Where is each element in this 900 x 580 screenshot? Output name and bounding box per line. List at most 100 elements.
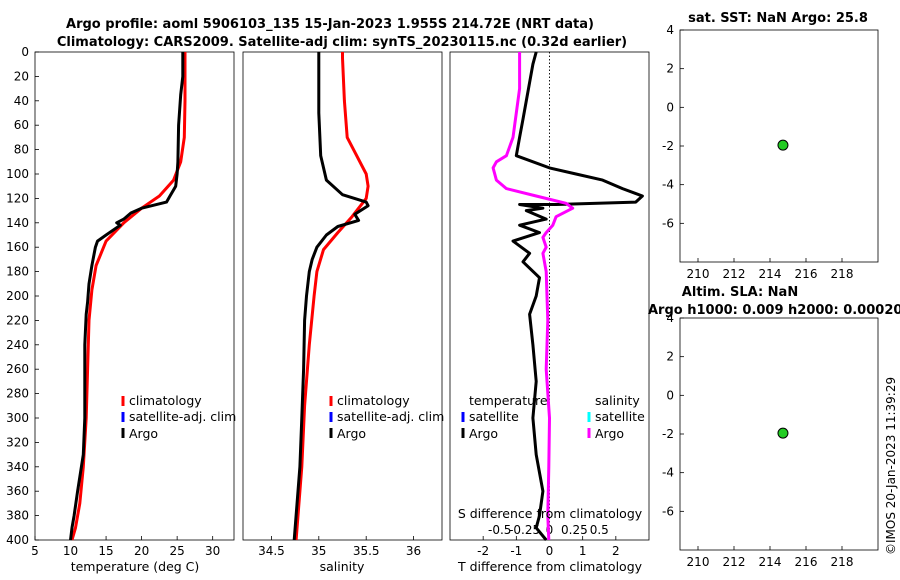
x-tick-label: 210 [687, 555, 710, 569]
sla-panel-title-line2: Argo h1000: 0.009 h2000: 0.00020 [648, 303, 900, 318]
s-diff-tick-label: 0.25 [561, 523, 588, 537]
legend-label-argo: Argo [129, 426, 158, 441]
y-tick-label: 4 [666, 311, 674, 325]
y-tick-label: 340 [6, 460, 29, 474]
s-diff-tick-label: -0.5 [488, 523, 511, 537]
legend-label-sal-argo: Argo [595, 426, 624, 441]
x-tick-label: 216 [795, 555, 818, 569]
series-line-argo [69, 52, 185, 541]
legend-label-argo: Argo [337, 426, 366, 441]
y-tick-label: 120 [6, 191, 29, 205]
y-tick-label: 200 [6, 289, 29, 303]
y-tick-label: 40 [14, 94, 29, 108]
difference-legend: temperature satellite Argo salinity sate… [461, 393, 645, 441]
argo-location-marker [777, 427, 789, 439]
x-tick-label: 20 [134, 544, 149, 558]
s-diff-tick-label: -0.25 [509, 523, 540, 537]
s-diff-tick-label: 0.5 [590, 523, 609, 537]
x-tick-label: 15 [98, 544, 113, 558]
sst-map-panel: 210 212 214 216 218 4 2 0 -2 -4 -6 [662, 23, 853, 281]
temperature-panel-frame [34, 51, 235, 541]
sla-map-panel: 210 212 214 216 218 4 2 0 -2 -4 -6 [662, 311, 853, 569]
s-difference-axis-label: S difference from climatology [458, 506, 643, 521]
x-tick-label: -2 [477, 544, 489, 558]
legend-label-satellite: satellite-adj. clim [337, 409, 444, 424]
salinity-panel-frame [242, 51, 443, 541]
y-tick-label: 220 [6, 313, 29, 327]
y-tick-label: 280 [6, 387, 29, 401]
y-tick-label: 380 [6, 509, 29, 523]
x-tick-label: 216 [795, 267, 818, 281]
difference-panel: -2 -1 0 1 2-0.5-0.25 0 0.25 0.5 [477, 51, 644, 558]
x-tick-label: 5 [31, 544, 39, 558]
y-tick-label: 160 [6, 240, 29, 254]
sst-panel-title: sat. SST: NaN Argo: 25.8 [688, 11, 868, 26]
y-tick-label: 320 [6, 435, 29, 449]
legend-title-temperature: temperature [469, 393, 548, 408]
legend-label-temp-satellite: satellite [469, 409, 519, 424]
x-tick-label: 0 [546, 544, 554, 558]
legend-label-climatology: climatology [337, 393, 410, 408]
temperature-panel: 5 10 15 20 25 3002040608010012014016018020022… [6, 45, 220, 558]
main-title-line1: Argo profile: aoml 5906103_135 15-Jan-20… [66, 17, 594, 32]
y-tick-label: 240 [6, 338, 29, 352]
y-tick-label: -6 [662, 504, 674, 518]
sla-panel-title-line1: Altim. SLA: NaN [682, 285, 798, 300]
x-tick-label: 210 [687, 267, 710, 281]
x-tick-label: 30 [205, 544, 220, 558]
x-tick-label: 34.5 [258, 544, 285, 558]
y-tick-label: 180 [6, 265, 29, 279]
series-line-temperature-argo [511, 51, 644, 541]
legend-label-satellite: satellite-adj. clim [129, 409, 236, 424]
salinity-axis-label: salinity [320, 559, 365, 574]
y-tick-label: 260 [6, 362, 29, 376]
legend-label-climatology: climatology [129, 393, 202, 408]
salinity-legend: climatology satellite-adj. clim Argo [329, 393, 444, 441]
y-tick-label: 400 [6, 533, 29, 547]
legend-title-salinity: salinity [595, 393, 640, 408]
x-tick-label: 35 [311, 544, 326, 558]
temperature-legend: climatology satellite-adj. clim Argo [121, 393, 236, 441]
y-tick-label: 300 [6, 411, 29, 425]
series-line-climatology [70, 52, 187, 541]
y-tick-label: 20 [14, 69, 29, 83]
x-tick-label: 212 [723, 555, 746, 569]
x-tick-label: 10 [63, 544, 78, 558]
y-tick-label: -2 [662, 427, 674, 441]
legend-label-sal-satellite: satellite [595, 409, 645, 424]
y-tick-label: 80 [14, 143, 29, 157]
main-title-line2: Climatology: CARS2009. Satellite-adj cli… [57, 35, 627, 50]
x-tick-label: 2 [612, 544, 620, 558]
y-tick-label: 4 [666, 23, 674, 37]
x-tick-label: 214 [759, 555, 782, 569]
x-tick-label: 36 [406, 544, 421, 558]
y-tick-label: 0 [666, 100, 674, 114]
imos-credit: ©IMOS 20-Jan-2023 11:39:29 [884, 377, 898, 555]
legend-label-temp-argo: Argo [469, 426, 498, 441]
y-tick-label: 2 [666, 350, 674, 364]
x-tick-label: 1 [579, 544, 587, 558]
y-tick-label: 0 [21, 45, 29, 59]
x-tick-label: 214 [759, 267, 782, 281]
x-tick-label: 218 [831, 555, 854, 569]
y-tick-label: 2 [666, 62, 674, 76]
y-tick-label: -2 [662, 139, 674, 153]
x-tick-label: 25 [170, 544, 185, 558]
x-tick-label: 218 [831, 267, 854, 281]
y-tick-label: -4 [662, 178, 674, 192]
series-line-argo [292, 52, 370, 541]
temperature-axis-label: temperature (deg C) [71, 559, 200, 574]
y-tick-label: 140 [6, 216, 29, 230]
y-tick-label: 60 [14, 118, 29, 132]
series-line-salinity-argo [491, 52, 575, 541]
y-tick-label: 0 [666, 388, 674, 402]
x-tick-label: 212 [723, 267, 746, 281]
x-tick-label: 35.5 [353, 544, 380, 558]
argo-location-marker [777, 139, 789, 151]
t-difference-axis-label: T difference from climatology [457, 559, 643, 574]
y-tick-label: 360 [6, 484, 29, 498]
salinity-panel: 34.5 35 35.5 36 [258, 52, 421, 558]
x-tick-label: -1 [510, 544, 522, 558]
y-tick-label: 100 [6, 167, 29, 181]
